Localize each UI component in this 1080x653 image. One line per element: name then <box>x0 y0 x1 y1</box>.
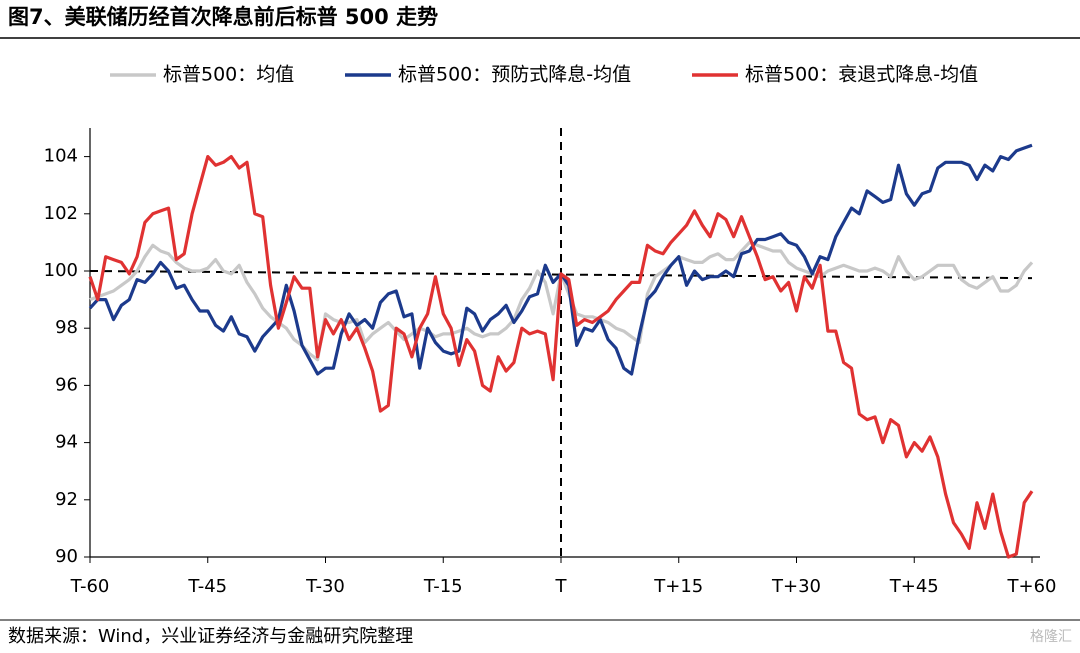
x-tick-label: T <box>555 576 568 597</box>
y-tick-label: 98 <box>55 317 78 338</box>
x-tick-label: T-60 <box>70 576 110 597</box>
y-tick-label: 90 <box>55 546 78 567</box>
legend-label: 标普500：预防式降息-均值 <box>398 64 631 86</box>
x-tick-label: T+30 <box>771 576 821 597</box>
y-tick-label: 92 <box>55 489 78 510</box>
source: 数据来源：Wind，兴业证券经济与金融研究院整理 <box>8 626 413 647</box>
x-tick-label: T-30 <box>305 576 345 597</box>
reference-hline <box>89 270 1033 280</box>
x-tick-label: T+45 <box>889 576 939 597</box>
x-tick-label: T+15 <box>653 576 703 597</box>
y-tick-label: 102 <box>44 203 78 224</box>
y-tick-label: 94 <box>55 432 78 453</box>
y-tick-label: 104 <box>44 146 78 167</box>
x-tick-label: T-15 <box>423 576 463 597</box>
x-tick-label: T-45 <box>187 576 227 597</box>
legend-label: 标普500：衰退式降息-均值 <box>745 64 978 86</box>
watermark: 格隆汇 <box>1030 629 1072 645</box>
y-tick-label: 96 <box>55 374 78 395</box>
chart-title: 图7、美联储历经首次降息前后标普 500 走势 <box>8 5 438 29</box>
series-line <box>88 155 1034 559</box>
x-tick-label: T+60 <box>1007 576 1057 597</box>
y-tick-label: 100 <box>44 260 78 281</box>
legend-label: 标普500：均值 <box>163 64 294 86</box>
